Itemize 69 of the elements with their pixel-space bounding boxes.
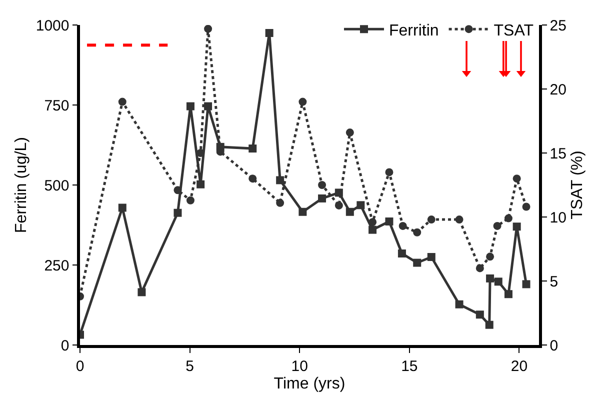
point (476, 310, 484, 319)
y-tick-label: 0 (60, 337, 70, 354)
point (334, 201, 343, 210)
point (186, 196, 194, 204)
point (455, 216, 464, 224)
point (413, 258, 422, 267)
point (413, 228, 422, 236)
y2-tick-label: 10 (550, 209, 566, 226)
point (196, 180, 205, 188)
x-tick-label: 15 (401, 358, 418, 375)
point (118, 204, 126, 212)
point (265, 29, 274, 37)
y-tick-label: 500 (44, 177, 70, 194)
point (504, 214, 512, 222)
point (186, 102, 194, 110)
point (118, 98, 126, 106)
point (346, 128, 354, 137)
point (494, 278, 502, 286)
point (504, 290, 512, 298)
point (427, 253, 436, 261)
y2-tick-label: 5 (550, 273, 558, 290)
point (204, 25, 212, 33)
point (512, 222, 521, 231)
point (398, 249, 406, 258)
point (138, 288, 146, 296)
x-tick-label: 5 (186, 358, 194, 375)
point (486, 274, 494, 282)
x-tick-label: 10 (291, 358, 308, 375)
point (398, 222, 407, 230)
point (512, 174, 521, 183)
point (368, 218, 377, 226)
y-tick-label: 1000 (36, 17, 70, 34)
point (368, 226, 377, 234)
point (248, 144, 257, 153)
legend-label: TSAT (494, 22, 534, 40)
point (174, 186, 182, 194)
point (427, 216, 436, 224)
point (356, 201, 365, 210)
point (385, 217, 394, 226)
y2-axis-title: TSAT (%) (569, 150, 586, 220)
y-axis-title: Ferritin (ug/L) (12, 136, 30, 234)
legend-label: Ferritin (389, 22, 439, 40)
point (385, 168, 394, 176)
x-axis-title: Time (yrs) (274, 375, 346, 392)
x-tick-label: 0 (76, 358, 84, 375)
y-tick-label: 250 (44, 257, 70, 274)
y2-tick-label: 0 (550, 337, 558, 354)
point (493, 222, 502, 230)
point (248, 174, 257, 183)
point (276, 176, 284, 184)
point (485, 320, 494, 329)
point (522, 202, 530, 211)
point (318, 194, 326, 202)
point (486, 252, 494, 261)
point (204, 102, 212, 110)
point (455, 300, 464, 308)
point (346, 208, 354, 216)
point (522, 280, 530, 288)
point (276, 198, 284, 207)
point (318, 181, 326, 189)
y2-tick-label: 20 (550, 81, 566, 98)
point (298, 208, 307, 216)
y2-tick-label: 15 (550, 145, 566, 162)
point (476, 264, 484, 272)
y2-tick-label: 25 (550, 17, 566, 34)
x-tick-label: 20 (510, 358, 528, 375)
y-tick-label: 750 (44, 97, 70, 114)
point (174, 208, 182, 217)
point (298, 98, 307, 106)
